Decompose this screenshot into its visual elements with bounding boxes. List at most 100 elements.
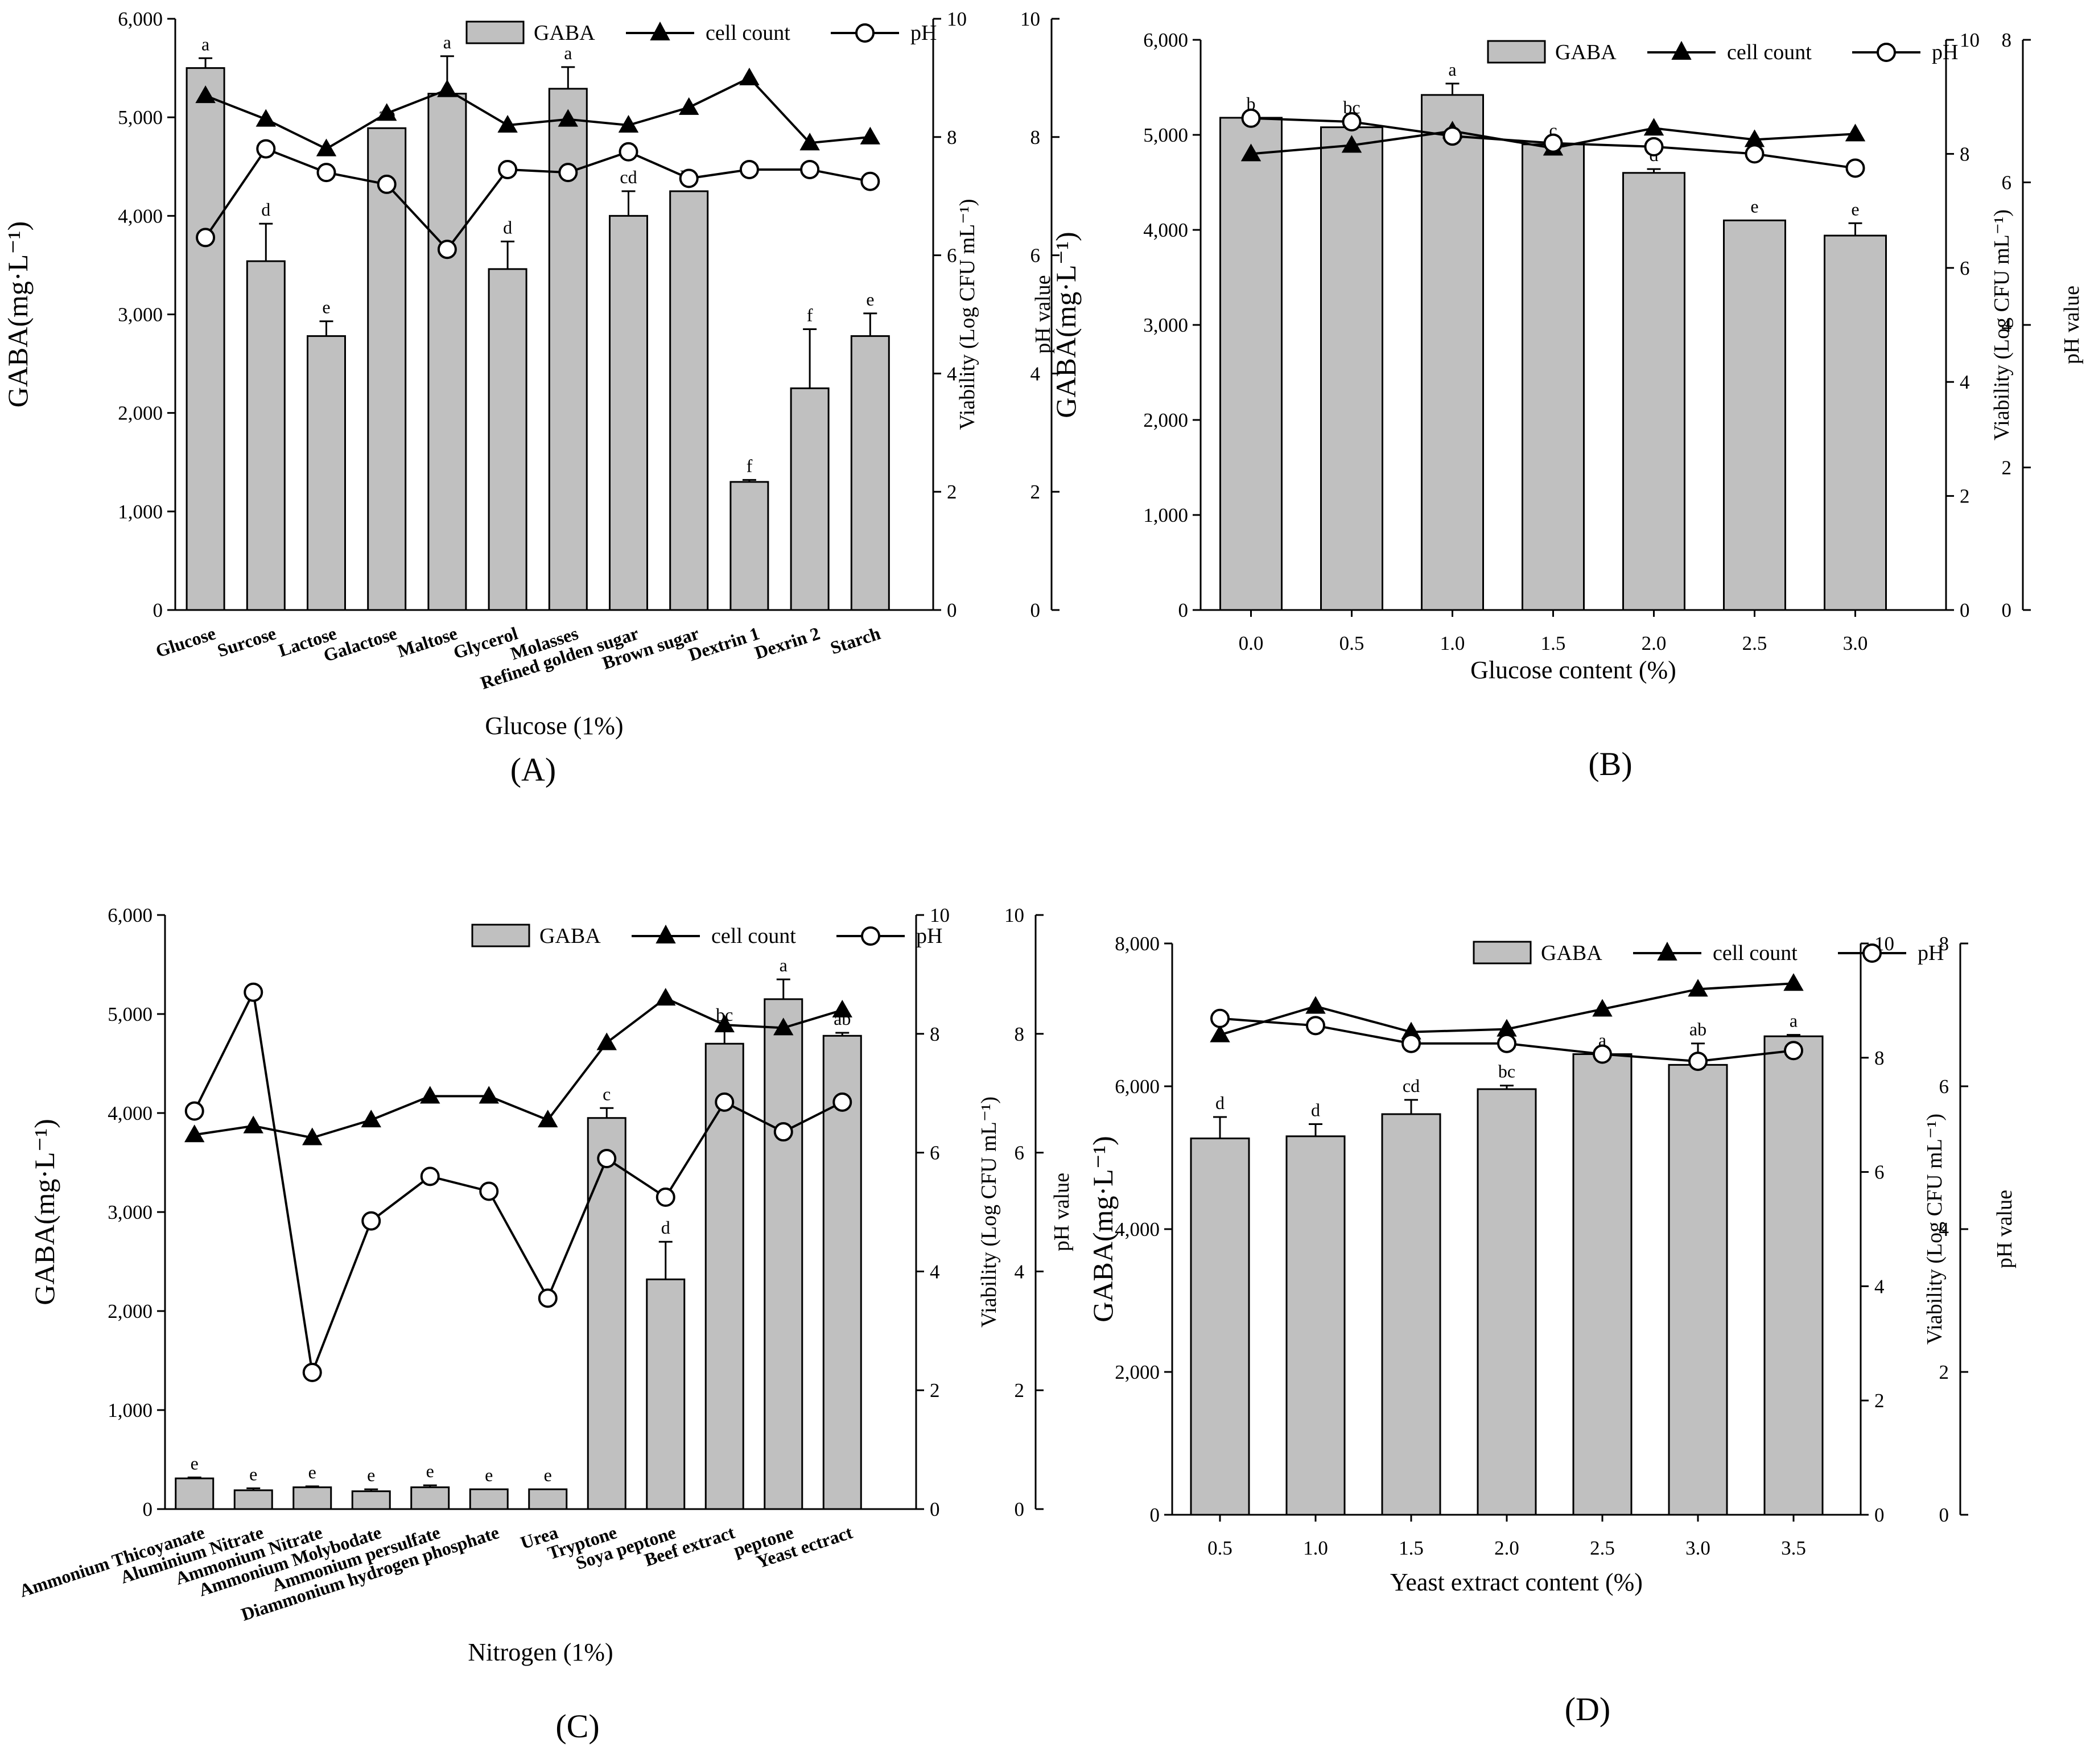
y-tick-label: 3,000 bbox=[118, 304, 163, 326]
panel-label: (C) bbox=[555, 1708, 599, 1745]
legend-ph-label: pH bbox=[1932, 40, 1958, 64]
gaba-bar bbox=[1763, 1035, 1824, 1516]
cell-count-point bbox=[596, 1032, 617, 1050]
significance-label: e bbox=[322, 297, 330, 318]
ph-point bbox=[1342, 112, 1362, 132]
significance-label: d bbox=[661, 1217, 670, 1238]
significance-label: bc bbox=[1498, 1061, 1515, 1082]
cell-count-point bbox=[656, 988, 676, 1006]
legend-ph-marker bbox=[1862, 943, 1882, 963]
y3-tick-label: 2 bbox=[1015, 1379, 1025, 1402]
y3-tick-label: 8 bbox=[2002, 29, 2012, 51]
x-tick-label: Surcose bbox=[215, 623, 278, 661]
ph-point bbox=[1593, 1044, 1612, 1064]
gaba-bar bbox=[528, 1488, 568, 1510]
x-tick-label: 1.5 bbox=[1541, 632, 1566, 654]
legend-cell-label: cell count bbox=[711, 924, 796, 948]
x-tick-label: 2.5 bbox=[1742, 632, 1767, 654]
y3-tick-label: 0 bbox=[2002, 599, 2012, 621]
y3-tick-label: 2 bbox=[1030, 481, 1041, 503]
cell-count-point bbox=[714, 1015, 735, 1033]
y-tick-label: 5,000 bbox=[108, 1003, 152, 1025]
ph-line bbox=[204, 147, 871, 252]
cell-count-point bbox=[1210, 1024, 1230, 1042]
gaba-bar bbox=[1421, 94, 1484, 611]
x-tick-label: Dextrin 1 bbox=[686, 623, 762, 665]
ph-point bbox=[1845, 158, 1865, 178]
y-axis-label: GABA(mg·L⁻¹) bbox=[28, 1119, 60, 1305]
ph-point bbox=[832, 1092, 852, 1112]
y3-tick-label: 6 bbox=[1015, 1142, 1025, 1164]
y2-tick-label: 6 bbox=[947, 245, 957, 267]
panel-b: 0 1,000 2,000 3,000 4,000 5,000 6,000 0 2 4 6 8 10 0 2… bbox=[1050, 29, 2084, 782]
gaba-bar bbox=[1572, 1053, 1633, 1516]
y2-tick-label: 10 bbox=[947, 8, 967, 30]
y2-tick-label: 4 bbox=[930, 1260, 940, 1283]
significance-label: d bbox=[1215, 1093, 1225, 1113]
cell-count-point bbox=[832, 1000, 852, 1018]
cell-count-point bbox=[195, 85, 216, 104]
y2-tick-label: 2 bbox=[947, 481, 957, 503]
ph-point bbox=[619, 142, 638, 162]
legend-cell-label: cell count bbox=[706, 21, 790, 45]
ph-point bbox=[538, 1288, 558, 1308]
y-tick-label: 4,000 bbox=[118, 205, 163, 227]
y-tick-label: 0 bbox=[1150, 1504, 1160, 1526]
ph-point bbox=[739, 159, 759, 179]
x-axis-label: Yeast extract content (%) bbox=[1390, 1568, 1643, 1596]
legend-ph-label: pH bbox=[1918, 941, 1944, 965]
y-tick-label: 6,000 bbox=[1143, 29, 1188, 51]
ph-point bbox=[196, 228, 216, 248]
x-tick-label: 3.0 bbox=[1685, 1537, 1710, 1559]
y-tick-label: 0 bbox=[1178, 599, 1189, 621]
y-tick-label: 0 bbox=[153, 599, 163, 621]
gaba-bar bbox=[1824, 234, 1887, 611]
significance-label: a bbox=[201, 34, 209, 54]
x-tick-label: Glucose bbox=[153, 623, 218, 661]
y2-axis-label: Viability (Log CFU mL⁻¹) bbox=[977, 1097, 1001, 1328]
x-tick-label: 2.5 bbox=[1590, 1537, 1615, 1559]
y3-tick-label: 0 bbox=[1939, 1504, 1949, 1526]
gaba-bar bbox=[410, 1486, 450, 1510]
y2-tick-label: 8 bbox=[930, 1023, 940, 1045]
ph-point bbox=[256, 139, 276, 159]
y3-tick-label: 6 bbox=[2002, 172, 2012, 194]
y3-tick-label: 6 bbox=[1030, 245, 1041, 267]
ph-point bbox=[437, 240, 457, 259]
cell-count-point bbox=[773, 1017, 794, 1036]
gaba-bar bbox=[1320, 126, 1383, 611]
gaba-bar bbox=[1622, 172, 1685, 611]
gaba-bar bbox=[790, 387, 830, 611]
legend-ph-label: pH bbox=[910, 21, 937, 45]
gaba-bar bbox=[427, 93, 467, 611]
significance-label: cd bbox=[620, 167, 637, 187]
significance-label: f bbox=[807, 304, 813, 325]
gaba-bar bbox=[367, 127, 407, 611]
gaba-bar bbox=[469, 1488, 509, 1510]
legend-cell-label: cell count bbox=[1727, 40, 1812, 64]
cell-count-point bbox=[1341, 135, 1362, 153]
cell-count-line bbox=[194, 996, 843, 1139]
y3-tick-label: 4 bbox=[1015, 1260, 1025, 1283]
legend-gaba-label: GABA bbox=[534, 21, 595, 45]
x-tick-label: Starch bbox=[828, 623, 883, 658]
cell-count-point bbox=[1643, 118, 1664, 136]
ph-point bbox=[184, 1101, 204, 1121]
y-tick-label: 3,000 bbox=[1143, 314, 1188, 336]
ph-point bbox=[773, 1122, 793, 1142]
legend-ph-label: pH bbox=[916, 924, 942, 948]
y-tick-label: 5,000 bbox=[118, 106, 163, 129]
y2-tick-label: 6 bbox=[930, 1142, 940, 1164]
significance-label: e bbox=[426, 1461, 434, 1481]
gaba-bar bbox=[1219, 117, 1283, 611]
y3-tick-label: 4 bbox=[2002, 314, 2012, 336]
y2-tick-label: 6 bbox=[1874, 1161, 1885, 1184]
x-tick-label: Glycerol bbox=[451, 623, 520, 662]
y2-tick-label: 4 bbox=[1874, 1275, 1885, 1297]
ph-point bbox=[1210, 1008, 1230, 1028]
y2-tick-label: 0 bbox=[1960, 599, 1970, 621]
y-tick-label: 0 bbox=[143, 1498, 153, 1520]
ph-point bbox=[1401, 1033, 1421, 1053]
y2-tick-label: 10 bbox=[930, 904, 950, 926]
